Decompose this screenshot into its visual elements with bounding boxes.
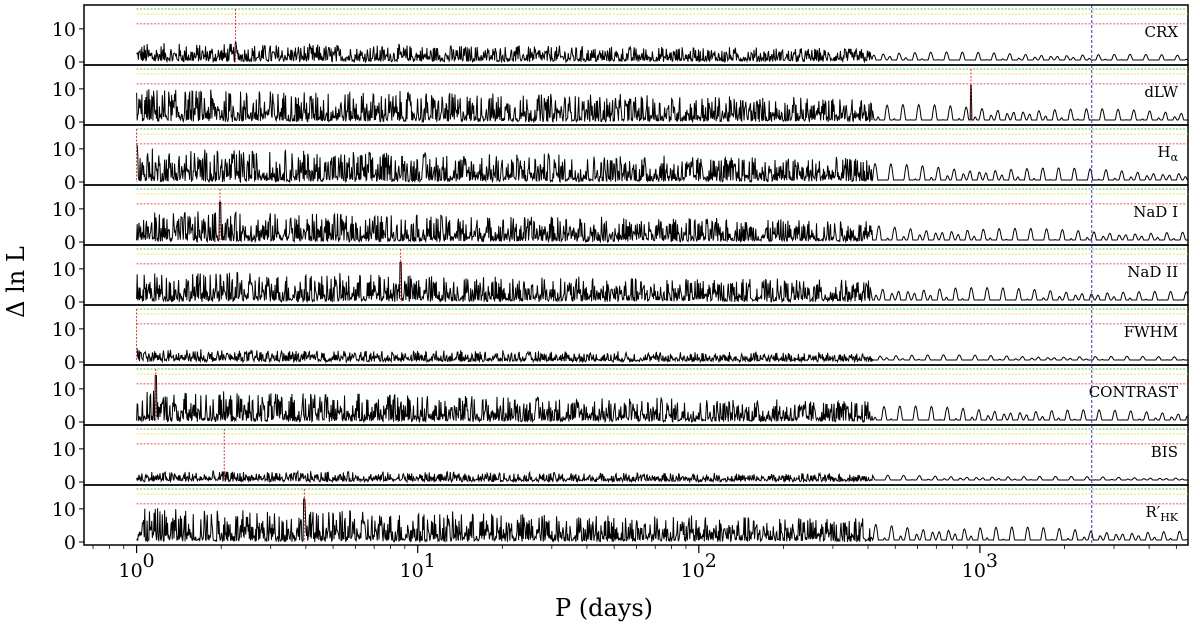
y-tick-label: 0: [64, 172, 76, 194]
panel-label: BIS: [1151, 443, 1178, 461]
y-tick-label: 0: [64, 232, 76, 254]
panel-label: NaD II: [1127, 263, 1178, 281]
periodogram-series: [136, 498, 1189, 544]
x-axis: 10 0 10 1 10 2 10 3: [92, 545, 1177, 582]
y-tick-label: 10: [52, 19, 76, 41]
panel-label: CRX: [1145, 23, 1179, 41]
y-tick-label: 0: [64, 52, 76, 74]
x-tick-exponent: 0: [143, 550, 155, 572]
panel-1: 0 10 CRX: [52, 4, 1189, 74]
panel-label-subscript: HK: [1160, 511, 1179, 524]
periodogram-series: [136, 41, 1189, 64]
panel-label: Hα: [1157, 143, 1178, 164]
panel-label: dLW: [1144, 83, 1178, 101]
panels-group: 0 10 CRX 0 10 dLW 0 10 Hα 0 10 NaD I 0 10 NaD II 0 10 FWH…: [52, 4, 1189, 554]
y-tick-label: 10: [52, 439, 76, 461]
periodogram-series: [136, 85, 1188, 124]
periodogram-series: [136, 348, 1189, 364]
panel-frame: [83, 484, 1189, 546]
x-axis-title: P (days): [555, 594, 653, 622]
x-tick-label: 10: [962, 560, 986, 582]
x-tick-exponent: 2: [705, 550, 717, 572]
y-tick-label: 0: [64, 352, 76, 374]
y-tick-label: 10: [52, 79, 76, 101]
panel-2: 0 10 dLW: [52, 64, 1189, 134]
x-tick-exponent: 1: [424, 550, 436, 572]
y-axis-title: Δ ln L: [2, 246, 30, 318]
panel-label: CONTRAST: [1089, 383, 1178, 401]
panel-7: 0 10 CONTRAST: [52, 364, 1189, 434]
y-tick-label: 10: [52, 379, 76, 401]
periodogram-series: [136, 375, 1189, 424]
periodogram-series: [136, 201, 1188, 244]
y-tick-label: 0: [64, 112, 76, 134]
x-tick-label: 10: [681, 560, 705, 582]
panel-3: 0 10 Hα: [52, 124, 1189, 194]
x-tick-exponent: 3: [986, 550, 998, 572]
panel-label: NaD I: [1133, 203, 1178, 221]
panel-6: 0 10 FWHM: [52, 304, 1189, 374]
panel-8: 0 10 BIS: [52, 424, 1189, 494]
periodogram-series: [136, 261, 1189, 304]
panel-5: 0 10 NaD II: [52, 244, 1189, 314]
y-tick-label: 10: [52, 259, 76, 281]
panel-label: R′HK: [1145, 503, 1178, 524]
panel-4: 0 10 NaD I: [52, 184, 1189, 254]
x-tick-label: 10: [400, 560, 424, 582]
periodogram-series: [136, 469, 1188, 484]
periodogram-series: [136, 145, 1188, 184]
panel-9: 0 10 R′HK: [52, 484, 1189, 554]
panel-label: FWHM: [1124, 323, 1178, 341]
y-tick-label: 0: [64, 472, 76, 494]
y-tick-label: 0: [64, 532, 76, 554]
y-tick-label: 0: [64, 292, 76, 314]
y-tick-label: 10: [52, 319, 76, 341]
y-tick-label: 0: [64, 412, 76, 434]
y-tick-label: 10: [52, 199, 76, 221]
panel-label-subscript: α: [1171, 151, 1179, 164]
x-tick-label: 10: [118, 560, 142, 582]
y-tick-label: 10: [52, 139, 76, 161]
y-tick-label: 10: [52, 499, 76, 521]
